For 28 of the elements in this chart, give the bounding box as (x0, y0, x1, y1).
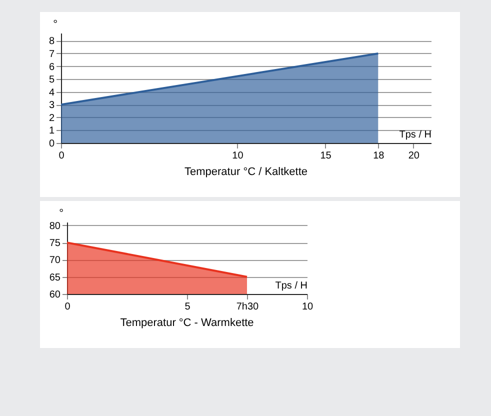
x-tick-label: 20 (408, 150, 420, 162)
y-tick-label: 2 (48, 112, 55, 124)
y-tick-label: 3 (48, 100, 55, 112)
y-tick-label: 80 (49, 220, 61, 232)
text: Temperatur °C / Kaltkette (184, 166, 308, 178)
y-tick-label: 4 (48, 87, 55, 98)
x-tick-label: 15 (320, 150, 332, 162)
y-tick-label: 5 (48, 74, 55, 86)
x-axis-title: Tps / H (399, 130, 432, 140)
y-tick-label: 75 (49, 238, 61, 250)
x-tick-label: 0 (64, 302, 71, 312)
x-tick-label: 18 (373, 150, 385, 162)
y-tick-label: 0 (48, 138, 55, 150)
y-tick-label: 65 (49, 272, 61, 284)
x-tick-label: 10 (302, 302, 314, 312)
y-tick-label: 70 (49, 255, 61, 266)
y-tick-label: 7 (48, 48, 55, 60)
y-axis-title: ° (53, 18, 58, 30)
y-tick-label: 60 (49, 290, 61, 300)
y-tick-label: 1 (48, 126, 55, 137)
y-axis-title: ° (59, 208, 64, 220)
text: Temperatur °C - Warmkette (120, 317, 254, 329)
x-axis-title: Tps / H (275, 280, 308, 292)
y-tick-label: 8 (48, 36, 55, 48)
x-tick-label: 5 (184, 302, 191, 312)
y-tick-label: 6 (48, 62, 55, 73)
x-tick-label: 7h30 (236, 302, 260, 312)
x-tick-label: 10 (232, 150, 244, 162)
